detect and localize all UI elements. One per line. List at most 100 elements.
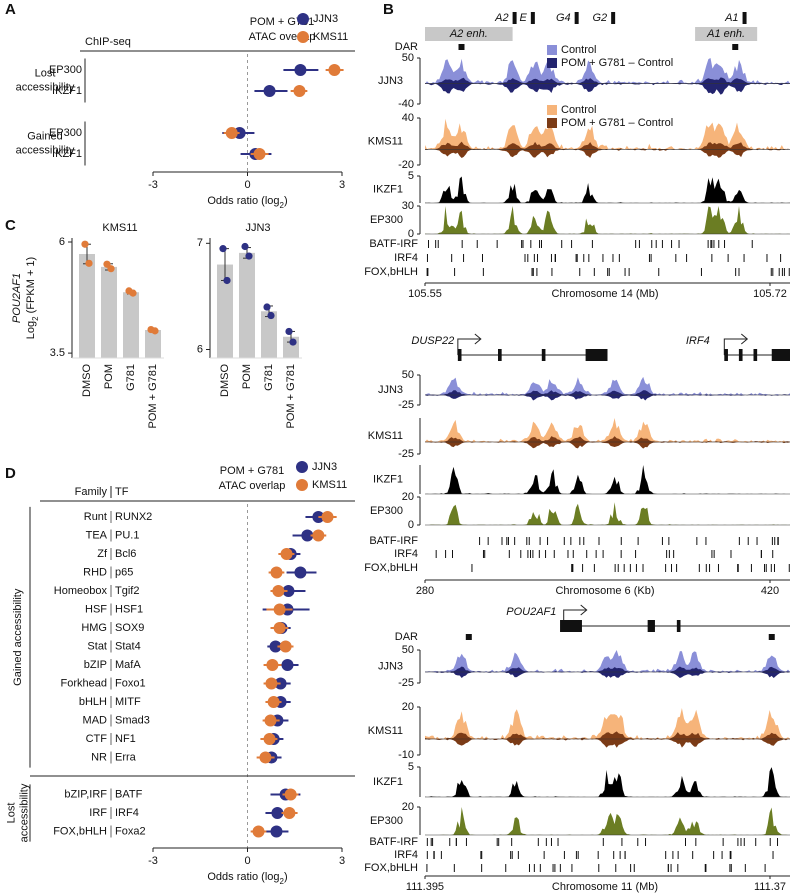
point — [270, 566, 283, 579]
y-tick-label: 20 — [402, 701, 414, 713]
group-label: Lost — [5, 803, 17, 824]
replicate-dot — [219, 245, 227, 253]
track-label: JJN3 — [378, 75, 403, 87]
point — [283, 807, 296, 819]
motif-label: BATF-IRF — [369, 238, 418, 250]
x-axis-label-part: 2 — [280, 877, 285, 886]
panel-letter: C — [5, 217, 16, 234]
y-axis-label: Log2 (FPKM + 1) — [25, 257, 40, 339]
y-tick-label: -25 — [398, 399, 414, 411]
gene-label: G2 — [592, 12, 607, 24]
tf-label: MITF — [115, 696, 141, 708]
family-label: Zf — [97, 548, 108, 560]
legend-label: KMS11 — [312, 479, 347, 491]
legend-swatch — [547, 45, 557, 55]
gene-label: POU2AF1 — [506, 606, 556, 618]
x-tick-label: POM — [103, 364, 115, 389]
x-axis-label-part: 2 — [280, 201, 285, 210]
gene-box — [512, 12, 517, 24]
point — [272, 585, 285, 597]
tf-label: Stat4 — [115, 640, 141, 652]
tf-label: BATF — [115, 788, 143, 800]
y-tick-label: -25 — [398, 448, 414, 460]
point — [253, 148, 266, 160]
track-label: IKZF1 — [373, 183, 403, 195]
signal — [425, 708, 790, 739]
point — [264, 714, 277, 727]
dar-mark — [458, 44, 465, 50]
bar — [261, 311, 277, 358]
exon — [560, 620, 582, 632]
point — [263, 733, 276, 745]
row-label: EP300 — [49, 64, 82, 76]
x-tick-label: 111.395 — [406, 881, 444, 893]
x-tick-label: 0 — [244, 855, 250, 867]
y-tick-label: 5 — [408, 761, 414, 773]
y-tick-label: 50 — [402, 369, 414, 381]
family-label: IRF — [89, 807, 107, 819]
x-tick-label: 0 — [244, 179, 250, 191]
tf-label: Tgif2 — [115, 585, 139, 597]
tf-label: Foxa2 — [115, 825, 146, 837]
motif-label: BATF-IRF — [369, 836, 418, 848]
point — [280, 548, 293, 560]
family-label: Homeobox — [54, 585, 108, 597]
signal — [425, 465, 790, 494]
signal — [425, 739, 790, 748]
x-axis-label-part: Odds ratio (log — [207, 871, 279, 883]
x-tick-label: 3 — [339, 855, 345, 867]
legend-label: JJN3 — [312, 461, 337, 473]
signal — [425, 118, 790, 150]
signal — [425, 58, 790, 84]
gene-box — [611, 12, 616, 24]
tf-label: PU.1 — [115, 529, 139, 541]
replicate-dot — [245, 252, 253, 260]
signal — [425, 650, 790, 672]
exon — [457, 349, 462, 361]
x-tick-label: DMSO — [81, 364, 93, 397]
x-axis-label: Chromosome 6 (Kb) — [555, 585, 654, 597]
signal — [425, 77, 790, 84]
gene-box — [530, 12, 535, 24]
legend-swatch — [547, 58, 557, 68]
family-label: NR — [91, 751, 107, 763]
tf-label: IRF4 — [115, 807, 139, 819]
exon — [753, 349, 758, 361]
point — [279, 640, 292, 653]
group-label: Gained accessibility — [12, 588, 24, 686]
signal — [425, 442, 790, 449]
y-tick-label: 50 — [402, 644, 414, 656]
y-tick-label: 50 — [402, 52, 414, 64]
dar-mark — [465, 634, 472, 640]
tf-label: HSF1 — [115, 603, 143, 615]
point — [294, 64, 307, 76]
y-axis-label-part: 2 — [31, 316, 40, 321]
exon — [541, 349, 546, 361]
point — [265, 677, 278, 690]
tf-label: Foxo1 — [115, 677, 146, 689]
panel-letter: D — [5, 465, 16, 482]
point — [252, 825, 265, 838]
family-label: Runt — [84, 511, 107, 523]
legend-label: Control — [561, 104, 596, 116]
point — [284, 788, 297, 801]
family-label: MAD — [83, 714, 108, 726]
signal — [425, 672, 790, 678]
group-label: accessibility — [16, 81, 75, 93]
x-tick-label: 3 — [339, 179, 345, 191]
signal — [425, 666, 790, 672]
y-axis-label-part: (FPKM + 1) — [25, 257, 37, 317]
legend-title: ATAC overlap — [219, 480, 286, 492]
point — [301, 529, 314, 542]
dar-mark — [732, 44, 739, 50]
y-tick-label: -20 — [398, 159, 414, 171]
group-label: Gained — [27, 130, 62, 142]
x-tick-label: -3 — [148, 179, 158, 191]
exon — [771, 349, 790, 361]
point — [273, 622, 286, 634]
y-tick-label: 30 — [402, 200, 414, 212]
track-label: EP300 — [370, 214, 403, 226]
bar — [123, 292, 139, 358]
replicate-dot — [285, 327, 293, 336]
